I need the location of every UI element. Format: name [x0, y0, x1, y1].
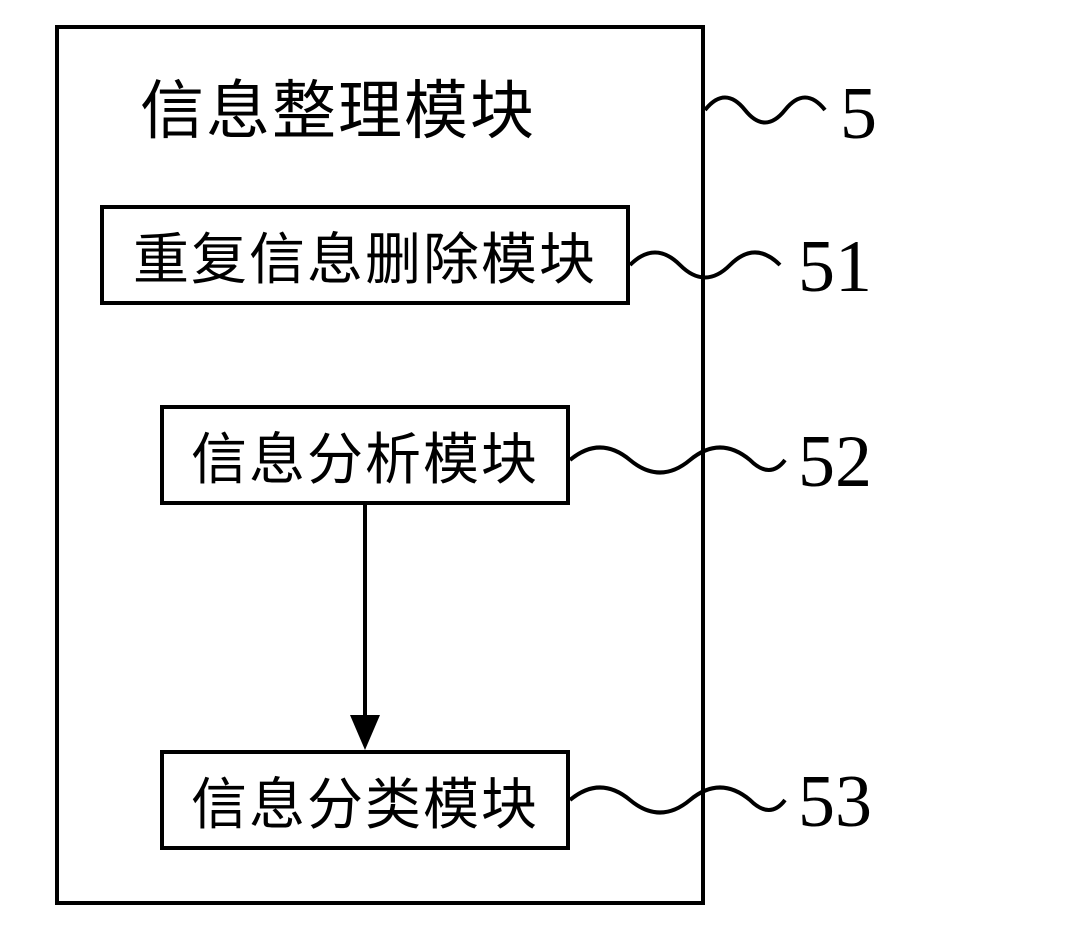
box-label: 重复信息删除模块 [133, 215, 597, 296]
leader-5 [705, 80, 835, 140]
leader-52 [570, 430, 790, 490]
box-label: 信息分析模块 [191, 415, 539, 496]
arrow-52-to-53 [340, 505, 390, 750]
ref-label-53: 53 [798, 760, 872, 845]
box-info-analysis-module: 信息分析模块 [160, 405, 570, 505]
box-label: 信息分类模块 [191, 760, 539, 841]
ref-label-52: 52 [798, 420, 872, 505]
box-duplicate-delete-module: 重复信息删除模块 [100, 205, 630, 305]
leader-51 [630, 235, 790, 295]
ref-label-5: 5 [840, 72, 877, 157]
ref-label-51: 51 [798, 225, 872, 310]
box-info-classify-module: 信息分类模块 [160, 750, 570, 850]
outer-module-title: 信息整理模块 [140, 60, 536, 152]
leader-53 [570, 770, 790, 830]
